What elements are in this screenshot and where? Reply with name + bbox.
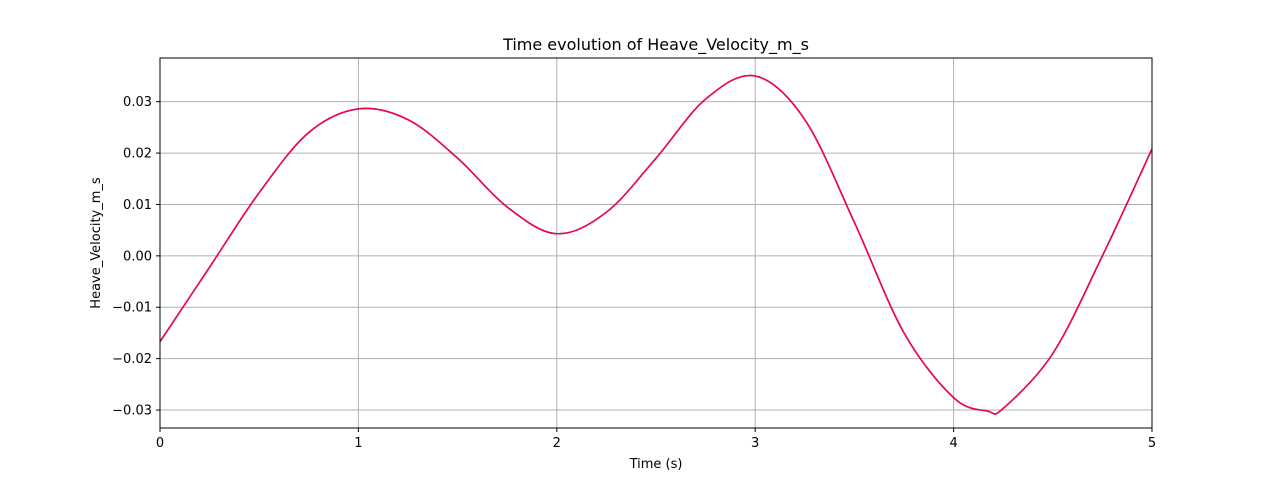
series-line-2 [159,74,1153,415]
plot-frame [159,57,1153,429]
x-tick-label: 5 [1148,436,1156,451]
y-tick-label: −0.01 [112,301,152,316]
x-tick-label: 1 [354,436,362,451]
y-axis-title: Heave_Velocity_m_s [89,177,104,309]
x-tick-label: 2 [553,436,561,451]
x-tick-label: 4 [949,436,957,451]
x-axis-title: Time (s) [629,457,683,472]
y-tick-label: −0.02 [112,352,152,367]
chart-title: Time evolution of Heave_Velocity_m_s [502,35,809,55]
y-tick-label: 0.02 [123,147,152,162]
ticks-layer: 0 1 2 3 4 5 −0.03 −0.02 −0.01 0.00 0.01 0.02 0.03 [112,95,1156,451]
y-tick-label: 0.01 [123,198,152,213]
y-tick-label: 0.00 [123,249,152,264]
x-tick-label: 3 [751,436,759,451]
y-tick-label: −0.03 [112,404,152,419]
x-tick-label: 0 [156,436,164,451]
y-tick-label: 0.03 [123,95,152,110]
series-layer [159,74,1153,415]
